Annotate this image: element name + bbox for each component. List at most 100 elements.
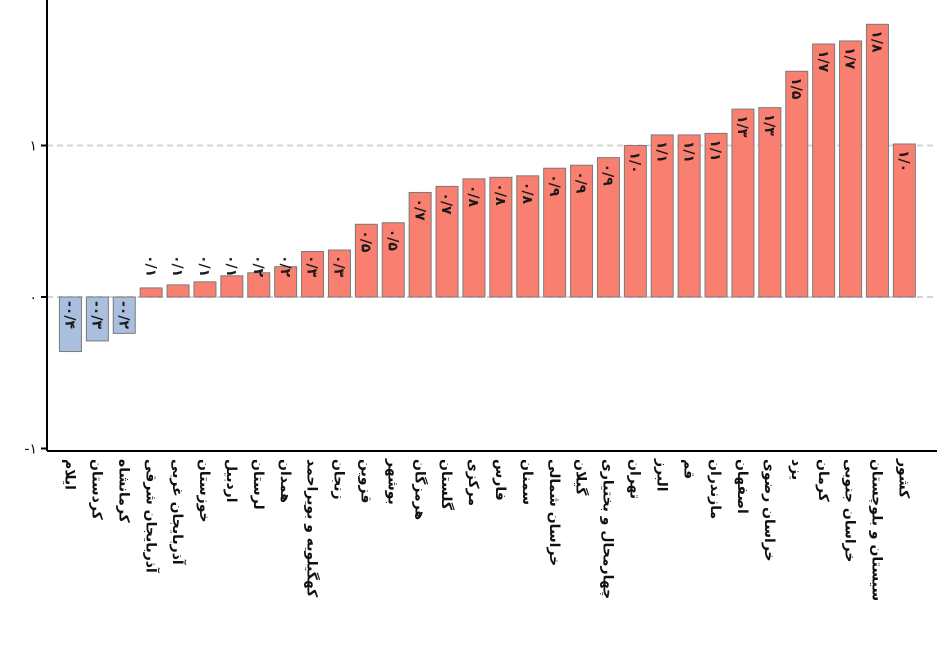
category-label: آذربایجان غربی: [169, 459, 187, 566]
bar: [139, 287, 163, 298]
bar: [865, 23, 889, 298]
bar-value-label: -۰/۴: [62, 301, 78, 329]
bar: [247, 272, 271, 298]
category-label: آذربایجان شرقی: [142, 459, 160, 574]
category-label: البرز: [653, 458, 669, 492]
bar-value-label: ۱/۰: [626, 152, 642, 174]
y-tick-label: ۰: [29, 290, 37, 306]
category-label: زنجان: [331, 459, 347, 500]
category-label: کشور: [895, 458, 911, 499]
category-label: کهگیلویه و بویراحمد: [304, 459, 321, 598]
bar: [166, 284, 190, 298]
category-label: کرمان: [815, 459, 831, 503]
bar: [812, 43, 836, 298]
bar-value-label: ۱/۷: [815, 50, 831, 73]
bar-value-label: ۰/۱: [196, 255, 212, 277]
category-label: اردبیل: [223, 459, 239, 503]
category-label: سیستان و بلوچستان: [869, 459, 885, 601]
category-label: گلستان: [438, 459, 455, 511]
bar-value-label: -۰/۳: [88, 301, 104, 329]
bar-value-label: ۰/۲: [277, 255, 293, 278]
bars: [58, 23, 916, 353]
bar-value-label: -۰/۲: [115, 301, 131, 329]
bar: [274, 266, 298, 298]
category-label: ایلام: [62, 459, 78, 490]
bar: [381, 222, 405, 298]
bar: [516, 175, 540, 298]
category-label: خراسان رضوی: [761, 459, 777, 562]
bar-value-label: ۰/۱: [169, 255, 185, 277]
bar: [704, 132, 728, 298]
category-label: مرکزی: [465, 459, 481, 506]
category-label: گیلان: [573, 459, 590, 496]
category-label: مازندران: [707, 459, 723, 519]
bar: [193, 281, 217, 298]
bar-value-label: ۱/۵: [788, 77, 804, 100]
bar: [58, 296, 82, 353]
category-label: یزد: [788, 459, 804, 480]
bar-value-label: ۰/۸: [465, 185, 481, 208]
y-tick-label: ۱: [29, 139, 37, 155]
bar-value-label: ۰/۸: [492, 183, 508, 206]
bar-value-labels: -۰/۴ -۰/۳ -۰/۲ ۰/۱ ۰/۱ ۰/۱ ۰/۱ ۰/۲ ۰/۲ ۰/۳ ۰/۳ ۰/۵ ۰…: [62, 30, 912, 329]
category-label: همدان: [277, 459, 293, 503]
bar: [112, 296, 136, 334]
bar-value-label: ۱/۸: [869, 30, 885, 53]
bar-value-label: ۰/۳: [331, 255, 347, 278]
bar-value-label: ۱/۱: [707, 139, 723, 161]
bar-value-label: ۰/۱: [223, 255, 239, 277]
bar-value-label: ۱/۷: [842, 47, 858, 70]
category-label: اصفهان: [734, 459, 750, 514]
bar-value-label: ۱/۱: [653, 141, 669, 163]
bar-value-label: ۰/۹: [600, 164, 616, 187]
bar: [354, 223, 378, 298]
bar-value-label: ۰/۱: [142, 255, 158, 277]
category-label: کردستان: [88, 459, 104, 521]
category-label: بوشهر: [384, 458, 400, 505]
bar-value-label: ۰/۵: [384, 229, 400, 252]
bar: [408, 191, 432, 298]
bar-value-label: ۰/۷: [411, 198, 427, 221]
bar: [596, 157, 620, 298]
category-label: هرمزگان: [411, 459, 428, 520]
bar: [435, 185, 459, 298]
bar-value-label: ۰/۹: [573, 171, 589, 194]
bar: [677, 134, 701, 298]
bar: [785, 70, 809, 298]
bar: [85, 296, 109, 342]
category-label: خوزستان: [196, 459, 212, 523]
bar-value-label: ۱/۳: [761, 114, 777, 137]
category-label: خراسان شمالی: [546, 459, 562, 566]
category-label: فارس: [492, 459, 508, 501]
category-label: قزوین: [357, 459, 373, 503]
bar: [570, 164, 594, 298]
bar: [758, 107, 782, 298]
category-label: کرمانشاه: [115, 459, 131, 524]
category-label: خراسان جنوبی: [842, 459, 858, 562]
bar: [220, 275, 244, 298]
bar-value-label: ۰/۹: [546, 174, 562, 197]
bar: [327, 249, 351, 298]
bar: [623, 145, 647, 298]
bar: [462, 178, 486, 298]
bar: [543, 167, 567, 298]
category-label: قم: [680, 459, 696, 479]
bar-value-label: ۰/۵: [357, 230, 373, 253]
category-label: چهارمحال و بختیاری: [600, 459, 616, 599]
bar-value-label: ۰/۸: [519, 182, 535, 205]
bar: [731, 108, 755, 298]
y-axis-ticks: -۱ ۰ ۱: [24, 139, 47, 458]
bar: [839, 40, 863, 298]
bar-value-label: ۱/۱: [680, 141, 696, 163]
category-labels: ایلام کردستان کرمانشاه آذربایجان شرقی آذربای…: [62, 458, 912, 601]
category-label: لرستان: [250, 459, 266, 510]
bar-value-label: ۱/۳: [734, 115, 750, 138]
bar: [301, 251, 325, 298]
bar: [892, 143, 916, 298]
category-label: سمنان: [519, 459, 535, 505]
category-label: تهران: [626, 459, 642, 499]
bar-value-label: ۱/۰: [895, 150, 911, 172]
bar-value-label: ۰/۲: [250, 255, 266, 278]
bar-value-label: ۰/۷: [438, 192, 454, 215]
